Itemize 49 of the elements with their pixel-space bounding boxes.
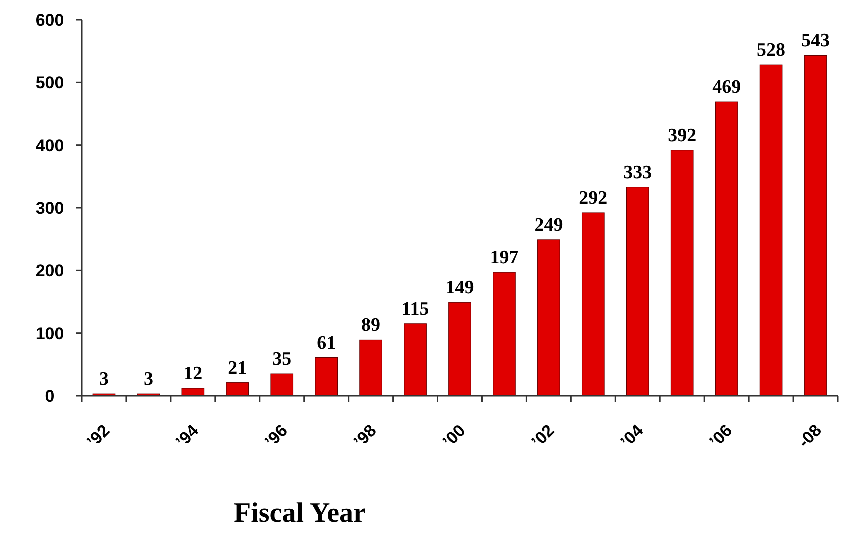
data-label: 35 xyxy=(272,349,292,370)
bar xyxy=(448,302,472,396)
x-tick-label: ’96 xyxy=(261,421,292,452)
data-label: 115 xyxy=(402,298,430,320)
bar xyxy=(626,187,650,396)
bar xyxy=(404,324,427,396)
bar xyxy=(715,102,738,396)
y-tick-label: 300 xyxy=(36,198,64,218)
bar xyxy=(270,374,294,396)
bar xyxy=(493,272,516,396)
y-tick-label: 200 xyxy=(36,262,64,281)
bar xyxy=(315,357,338,396)
y-tick-label: 100 xyxy=(36,324,64,344)
bar xyxy=(582,212,605,396)
data-label: 61 xyxy=(317,332,336,354)
data-label: 21 xyxy=(228,358,248,379)
x-tick-label: ’94 xyxy=(172,420,203,452)
data-label: 392 xyxy=(668,125,697,146)
y-tick-label: 0 xyxy=(45,386,55,406)
x-tick-label: ’00 xyxy=(439,421,470,452)
data-label: 3 xyxy=(99,369,109,390)
data-label: 333 xyxy=(624,162,652,184)
bar xyxy=(360,340,382,396)
x-axis-title: Fiscal Year xyxy=(234,498,366,529)
data-label: 197 xyxy=(490,248,520,269)
x-tick-label: ’92 xyxy=(83,421,114,452)
x-tick-label: ’06 xyxy=(706,421,736,452)
data-label: 249 xyxy=(534,214,564,236)
bar xyxy=(670,150,694,396)
x-tick-label: ’98 xyxy=(350,421,380,452)
x-tick-label: ’02 xyxy=(528,421,558,452)
data-label: 12 xyxy=(184,363,203,384)
y-tick-label: 500 xyxy=(36,74,64,93)
bar xyxy=(226,382,250,396)
x-tick-label: ’04 xyxy=(617,420,648,452)
bar xyxy=(760,64,783,396)
data-label: 543 xyxy=(802,30,830,52)
data-label: 149 xyxy=(446,278,474,299)
data-label: 89 xyxy=(362,315,381,336)
y-tick-label: 400 xyxy=(36,136,64,156)
bar xyxy=(804,55,828,396)
bar xyxy=(182,388,205,396)
data-label: 3 xyxy=(144,369,154,390)
data-label: 528 xyxy=(757,40,786,62)
y-tick-label: 600 xyxy=(36,10,64,30)
bar xyxy=(538,240,560,396)
data-label: 292 xyxy=(579,188,608,210)
data-label: 469 xyxy=(712,77,742,98)
x-tick-label: -08 xyxy=(794,420,826,452)
